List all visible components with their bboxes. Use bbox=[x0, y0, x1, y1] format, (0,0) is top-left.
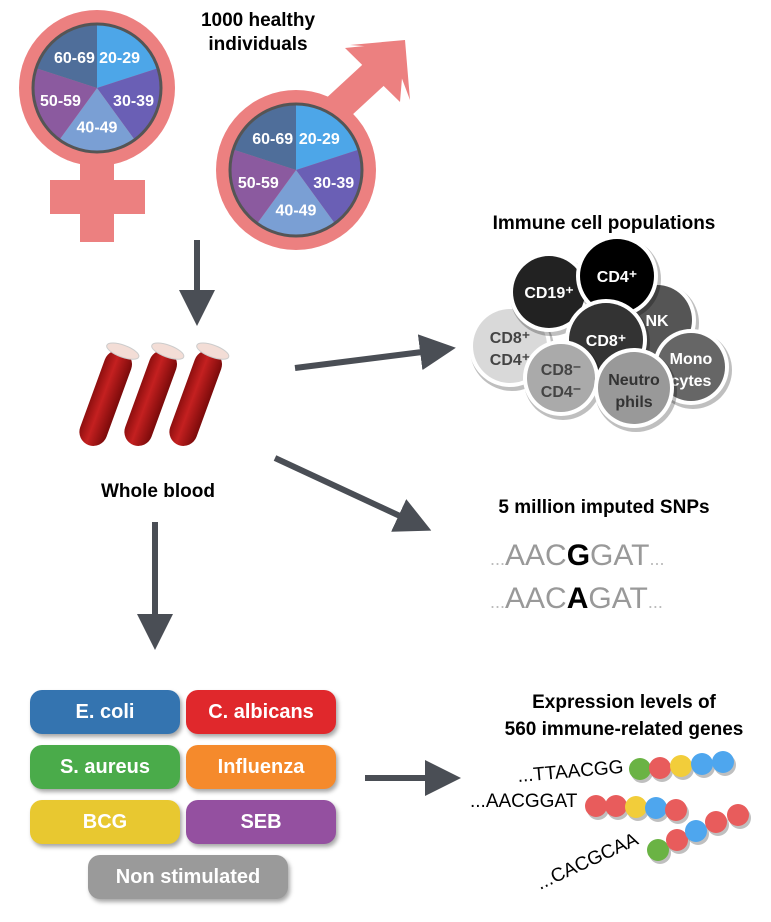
female-age-pie: 20-29 30-39 40-49 50-59 60-69 bbox=[31, 22, 163, 154]
expression-title-line2: 560 immune-related genes bbox=[505, 719, 744, 740]
pie-label: 20-29 bbox=[99, 50, 140, 67]
cell-cd19: CD19⁺ bbox=[509, 252, 592, 336]
pie-label: 30-39 bbox=[313, 175, 354, 192]
expression-bead bbox=[727, 804, 749, 826]
svg-text:CD4⁻: CD4⁻ bbox=[541, 384, 581, 401]
pie-label: 20-29 bbox=[299, 131, 340, 148]
pie-slice-30-39 bbox=[296, 149, 363, 224]
snp-sequences: ...AACGGAT... ...AACAGAT... bbox=[490, 539, 665, 615]
expression-sequences: ...TTAACGG ...AACGGAT ...CACGCAA bbox=[470, 751, 751, 895]
stimulus-non-stimulated: Non stimulated bbox=[88, 855, 288, 899]
svg-text:Neutro: Neutro bbox=[608, 372, 660, 389]
pie-label: 30-39 bbox=[113, 93, 154, 110]
arrow-blood-to-snps bbox=[273, 455, 432, 532]
svg-text:cytes: cytes bbox=[671, 373, 712, 390]
whole-blood-label: Whole blood bbox=[101, 481, 215, 502]
expression-bead bbox=[585, 795, 607, 817]
expression-bead bbox=[645, 797, 667, 819]
cohort-title-line2: individuals bbox=[208, 34, 307, 55]
pie-slice-50-59 bbox=[32, 68, 97, 140]
female-symbol-icon: 20-29 30-39 40-49 50-59 60-69 bbox=[19, 10, 175, 242]
expression-title-line1: Expression levels of bbox=[532, 692, 716, 713]
expression-bead bbox=[666, 829, 688, 851]
blood-tubes-icon bbox=[79, 342, 230, 446]
pie-slice-40-49 bbox=[257, 170, 335, 236]
cell-cd8cd4: CD8⁻ CD4⁻ bbox=[523, 340, 602, 420]
immune-cell-cluster: CD8⁺ CD4⁺ CD19⁺ NK CD4⁺ CD8⁺ CD8⁻ CD4⁻ Mono cytes… bbox=[469, 235, 732, 432]
gene-sequence-3: ...CACGCAA bbox=[533, 829, 642, 895]
arrow-blood-to-cells bbox=[294, 334, 456, 371]
svg-text:NK: NK bbox=[645, 313, 669, 330]
male-symbol-icon: 20-29 30-39 40-49 50-59 60-69 bbox=[216, 40, 410, 250]
stimulus-e-coli: E. coli bbox=[30, 690, 180, 734]
expression-bead bbox=[647, 839, 669, 861]
pie-slice-50-59 bbox=[230, 149, 296, 224]
snp-sequence-2: ...AACAGAT... bbox=[490, 582, 663, 615]
male-age-pie: 20-29 30-39 40-49 50-59 60-69 bbox=[228, 102, 364, 238]
svg-text:phils: phils bbox=[615, 394, 652, 411]
expression-bead bbox=[685, 820, 707, 842]
pie-label: 50-59 bbox=[238, 175, 279, 192]
svg-text:CD4⁺: CD4⁺ bbox=[490, 352, 530, 369]
expression-bead bbox=[629, 758, 651, 780]
svg-text:Mono: Mono bbox=[670, 351, 713, 368]
expression-bead bbox=[670, 755, 692, 777]
stimulus-s-aureus: S. aureus bbox=[30, 745, 180, 789]
expression-bead bbox=[665, 799, 687, 821]
snps-title: 5 million imputed SNPs bbox=[498, 497, 709, 518]
snp-sequence-1: ...AACGGAT... bbox=[490, 539, 665, 572]
svg-text:CD8⁺: CD8⁺ bbox=[490, 330, 530, 347]
svg-text:CD4⁺: CD4⁺ bbox=[597, 269, 637, 286]
expression-bead bbox=[605, 795, 627, 817]
pie-slice-20-29 bbox=[97, 24, 158, 88]
pie-slice-60-69 bbox=[233, 104, 296, 170]
pie-label: 40-49 bbox=[276, 203, 317, 220]
pie-label: 60-69 bbox=[252, 131, 293, 148]
stimulus-bcg: BCG bbox=[30, 800, 180, 844]
pie-slice-40-49 bbox=[59, 88, 135, 152]
stimulus-c-albicans: C. albicans bbox=[186, 690, 336, 734]
pie-slice-30-39 bbox=[97, 68, 162, 140]
stimulus-influenza: Influenza bbox=[186, 745, 336, 789]
expression-bead bbox=[649, 757, 671, 779]
svg-text:CD8⁺: CD8⁺ bbox=[586, 333, 626, 350]
svg-text:CD8⁻: CD8⁻ bbox=[541, 362, 581, 379]
cell-neutrophils: Neutro phils bbox=[594, 348, 677, 432]
cohort-title-line1: 1000 healthy bbox=[201, 10, 315, 31]
expression-bead bbox=[625, 796, 647, 818]
svg-text:CD19⁺: CD19⁺ bbox=[524, 285, 573, 302]
pie-label: 60-69 bbox=[54, 50, 95, 67]
cells-title: Immune cell populations bbox=[493, 213, 716, 234]
expression-bead bbox=[712, 751, 734, 773]
expression-bead bbox=[705, 811, 727, 833]
pie-label: 50-59 bbox=[40, 93, 81, 110]
stimulus-seb: SEB bbox=[186, 800, 336, 844]
pie-slice-20-29 bbox=[296, 103, 359, 170]
pie-label: 40-49 bbox=[77, 119, 118, 136]
gene-sequence-2: ...AACGGAT bbox=[470, 791, 578, 812]
pie-slice-60-69 bbox=[36, 24, 97, 88]
gene-sequence-1: ...TTAACGG bbox=[517, 757, 625, 787]
expression-bead bbox=[691, 753, 713, 775]
